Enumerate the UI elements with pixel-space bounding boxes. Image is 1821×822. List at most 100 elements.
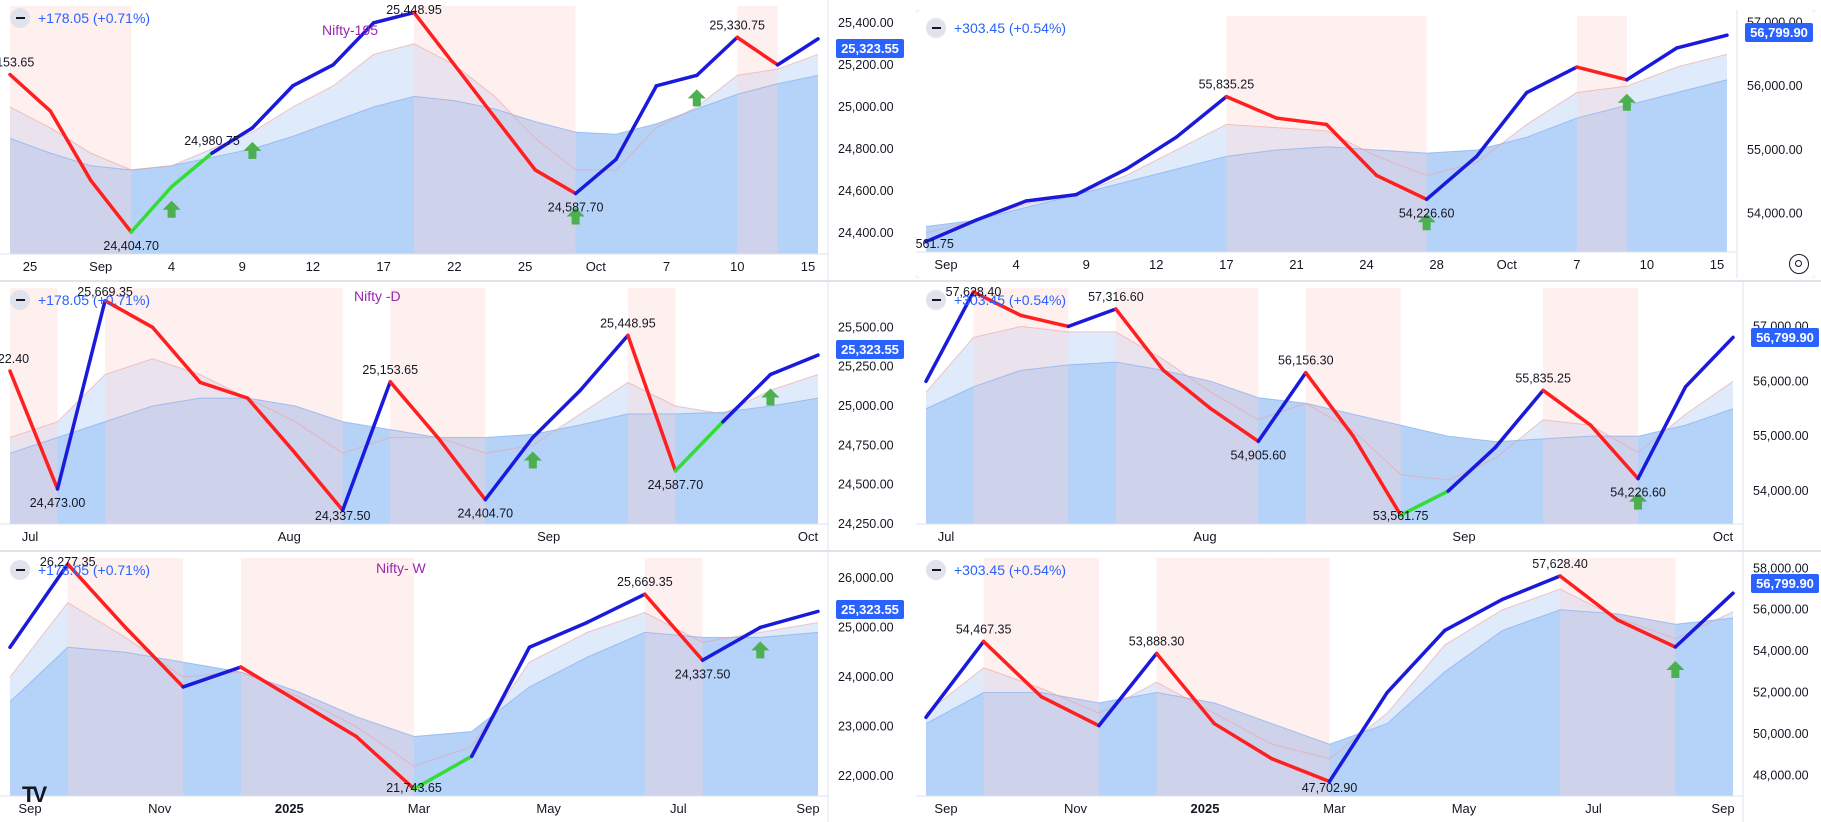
price-axis-tick: 25,250.00 bbox=[838, 360, 894, 374]
price-annotation: 55,835.25 bbox=[1515, 371, 1571, 385]
buy-arrow-icon bbox=[1629, 492, 1648, 510]
time-axis-tick: Sep bbox=[1452, 529, 1475, 544]
price-change: +303.45 (+0.54%) bbox=[954, 20, 1067, 36]
price-segment bbox=[412, 10, 457, 67]
price-segment bbox=[493, 115, 537, 172]
short-term-band-area bbox=[926, 54, 1727, 233]
price-axis-tick: 24,400.00 bbox=[838, 226, 894, 240]
collapse-legend-icon[interactable] bbox=[926, 18, 946, 38]
row-divider-2[interactable] bbox=[0, 550, 1821, 552]
last-price-tag: 56,799.90 bbox=[1745, 23, 1813, 42]
price-segment bbox=[1304, 370, 1355, 438]
bearish-zone bbox=[105, 288, 153, 524]
collapse-legend-icon[interactable] bbox=[10, 290, 30, 310]
price-segment bbox=[1588, 423, 1640, 481]
price-segment bbox=[412, 754, 474, 791]
price-axis-tick: 24,800.00 bbox=[838, 142, 894, 156]
settings-icon[interactable] bbox=[1789, 254, 1809, 274]
time-axis-tick: 2025 bbox=[275, 801, 304, 816]
price-annotation: 24,980.75 bbox=[184, 134, 240, 148]
price-segment bbox=[1274, 116, 1329, 127]
chart-title: Nifty -D bbox=[354, 288, 401, 304]
time-axis-tick: 2025 bbox=[1191, 801, 1220, 816]
bearish-zone bbox=[973, 288, 1021, 524]
price-segment bbox=[1154, 651, 1216, 726]
chart-pane-nifty-d[interactable]: 25,669.35 25,448.95 25,153.65 222.40 24,473.… bbox=[0, 282, 906, 550]
time-axis-tick: Jul bbox=[938, 529, 955, 544]
price-annotation: 24,337.50 bbox=[675, 667, 731, 681]
chart-canvas[interactable]: 25,448.95 25,330.75 5,153.65 24,980.75 24,58… bbox=[0, 0, 906, 280]
chart-title: Nifty-195 bbox=[322, 22, 379, 38]
price-segment bbox=[673, 419, 725, 473]
price-axis-tick: 50,000.00 bbox=[1753, 727, 1809, 741]
price-annotation: 57,628.40 bbox=[946, 285, 1002, 299]
bearish-zone bbox=[10, 6, 51, 254]
price-segment bbox=[293, 451, 345, 512]
chart-pane-nifty-bank-w[interactable]: 57,628.40 54,467.35 53,888.30 47,702.90 58,0… bbox=[916, 552, 1821, 822]
collapse-legend-icon[interactable] bbox=[10, 560, 30, 580]
price-annotation: 53,561.75 bbox=[916, 237, 954, 251]
short-term-band-line bbox=[9, 358, 819, 454]
bearish-zone bbox=[1617, 558, 1676, 796]
row-divider-1[interactable] bbox=[0, 280, 1821, 282]
price-segment bbox=[331, 21, 376, 67]
chart-canvas[interactable]: 57,628.40 57,316.60 56,156.30 55,835.25 54,9… bbox=[916, 282, 1821, 550]
chart-canvas[interactable]: 25,669.35 25,448.95 25,153.65 222.40 24,473.… bbox=[0, 282, 906, 550]
price-annotation: 25,669.35 bbox=[77, 285, 133, 299]
price-axis-tick: 25,000.00 bbox=[838, 620, 894, 634]
bearish-zone bbox=[414, 6, 455, 254]
long-term-band-line bbox=[9, 397, 819, 454]
price-annotation: 24,404.70 bbox=[457, 507, 513, 521]
price-segment bbox=[614, 84, 659, 162]
price-segment bbox=[981, 639, 1044, 699]
tradingview-logo[interactable]: TV bbox=[22, 782, 48, 807]
price-annotation: 222.40 bbox=[0, 352, 29, 366]
price-axis-tick: 25,000.00 bbox=[838, 100, 894, 114]
price-segment bbox=[1625, 46, 1679, 82]
price-segment bbox=[1124, 135, 1179, 171]
time-axis-tick: 12 bbox=[306, 259, 320, 274]
time-axis-tick: 22 bbox=[447, 259, 461, 274]
price-segment bbox=[354, 734, 416, 791]
chart-pane-nifty-bank-195[interactable]: 55,835.2554,226.6053,561.7557,000.0056,0… bbox=[916, 10, 1815, 278]
chart-pane-nifty-bank-d[interactable]: 57,628.40 57,316.60 56,156.30 55,835.25 54,9… bbox=[916, 282, 1821, 550]
last-price-tag: 25,323.55 bbox=[836, 39, 904, 58]
time-axis-tick: 15 bbox=[1710, 257, 1724, 272]
buy-arrow-icon bbox=[1417, 213, 1436, 231]
short-term-band-line bbox=[9, 601, 819, 767]
layout-divider[interactable] bbox=[906, 0, 918, 822]
long-term-band-line bbox=[925, 79, 1728, 227]
collapse-legend-icon[interactable] bbox=[10, 8, 30, 28]
chart-canvas[interactable]: 57,628.40 54,467.35 53,888.30 47,702.90 58,0… bbox=[916, 552, 1821, 822]
buy-arrow-icon bbox=[751, 641, 770, 659]
chart-pane-nifty-195[interactable]: 25,448.95 25,330.75 5,153.65 24,980.75 24,58… bbox=[0, 0, 906, 280]
price-annotation: 55,835.25 bbox=[1199, 78, 1255, 92]
bearish-zone bbox=[240, 558, 299, 796]
chart-canvas[interactable]: 26,277.35 25,669.35 24,337.50 21,743.65 26,0… bbox=[0, 552, 906, 822]
chart-title: Nifty- W bbox=[376, 560, 426, 576]
price-segment bbox=[735, 35, 780, 67]
last-price-tag: 56,799.90 bbox=[1751, 328, 1819, 347]
price-segment bbox=[971, 290, 1023, 318]
price-annotation: 54,467.35 bbox=[956, 622, 1012, 636]
price-segment bbox=[654, 73, 699, 88]
chart-canvas[interactable]: 55,835.2554,226.6053,561.7557,000.0056,0… bbox=[916, 10, 1815, 278]
legend: +303.45 (+0.54%) bbox=[926, 290, 1066, 310]
collapse-legend-icon[interactable] bbox=[926, 560, 946, 580]
time-axis-tick: Sep bbox=[934, 801, 957, 816]
price-annotation: 5,153.65 bbox=[0, 56, 34, 70]
price-segment bbox=[483, 435, 535, 502]
price-segment bbox=[695, 35, 739, 78]
price-segment bbox=[150, 325, 202, 385]
chart-pane-nifty-w[interactable]: 26,277.35 25,669.35 24,337.50 21,743.65 26,0… bbox=[0, 552, 906, 822]
collapse-legend-icon[interactable] bbox=[926, 290, 946, 310]
time-axis-tick: Oct bbox=[798, 529, 819, 544]
price-axis-tick: 56,000.00 bbox=[1747, 79, 1803, 93]
price-segment bbox=[1212, 721, 1274, 761]
legend: +178.05 (+0.71%) bbox=[10, 560, 150, 580]
time-axis-tick: 7 bbox=[1573, 257, 1580, 272]
long-term-band-area bbox=[926, 79, 1727, 252]
short-term-band-area bbox=[926, 326, 1733, 481]
price-segment bbox=[1474, 90, 1529, 159]
